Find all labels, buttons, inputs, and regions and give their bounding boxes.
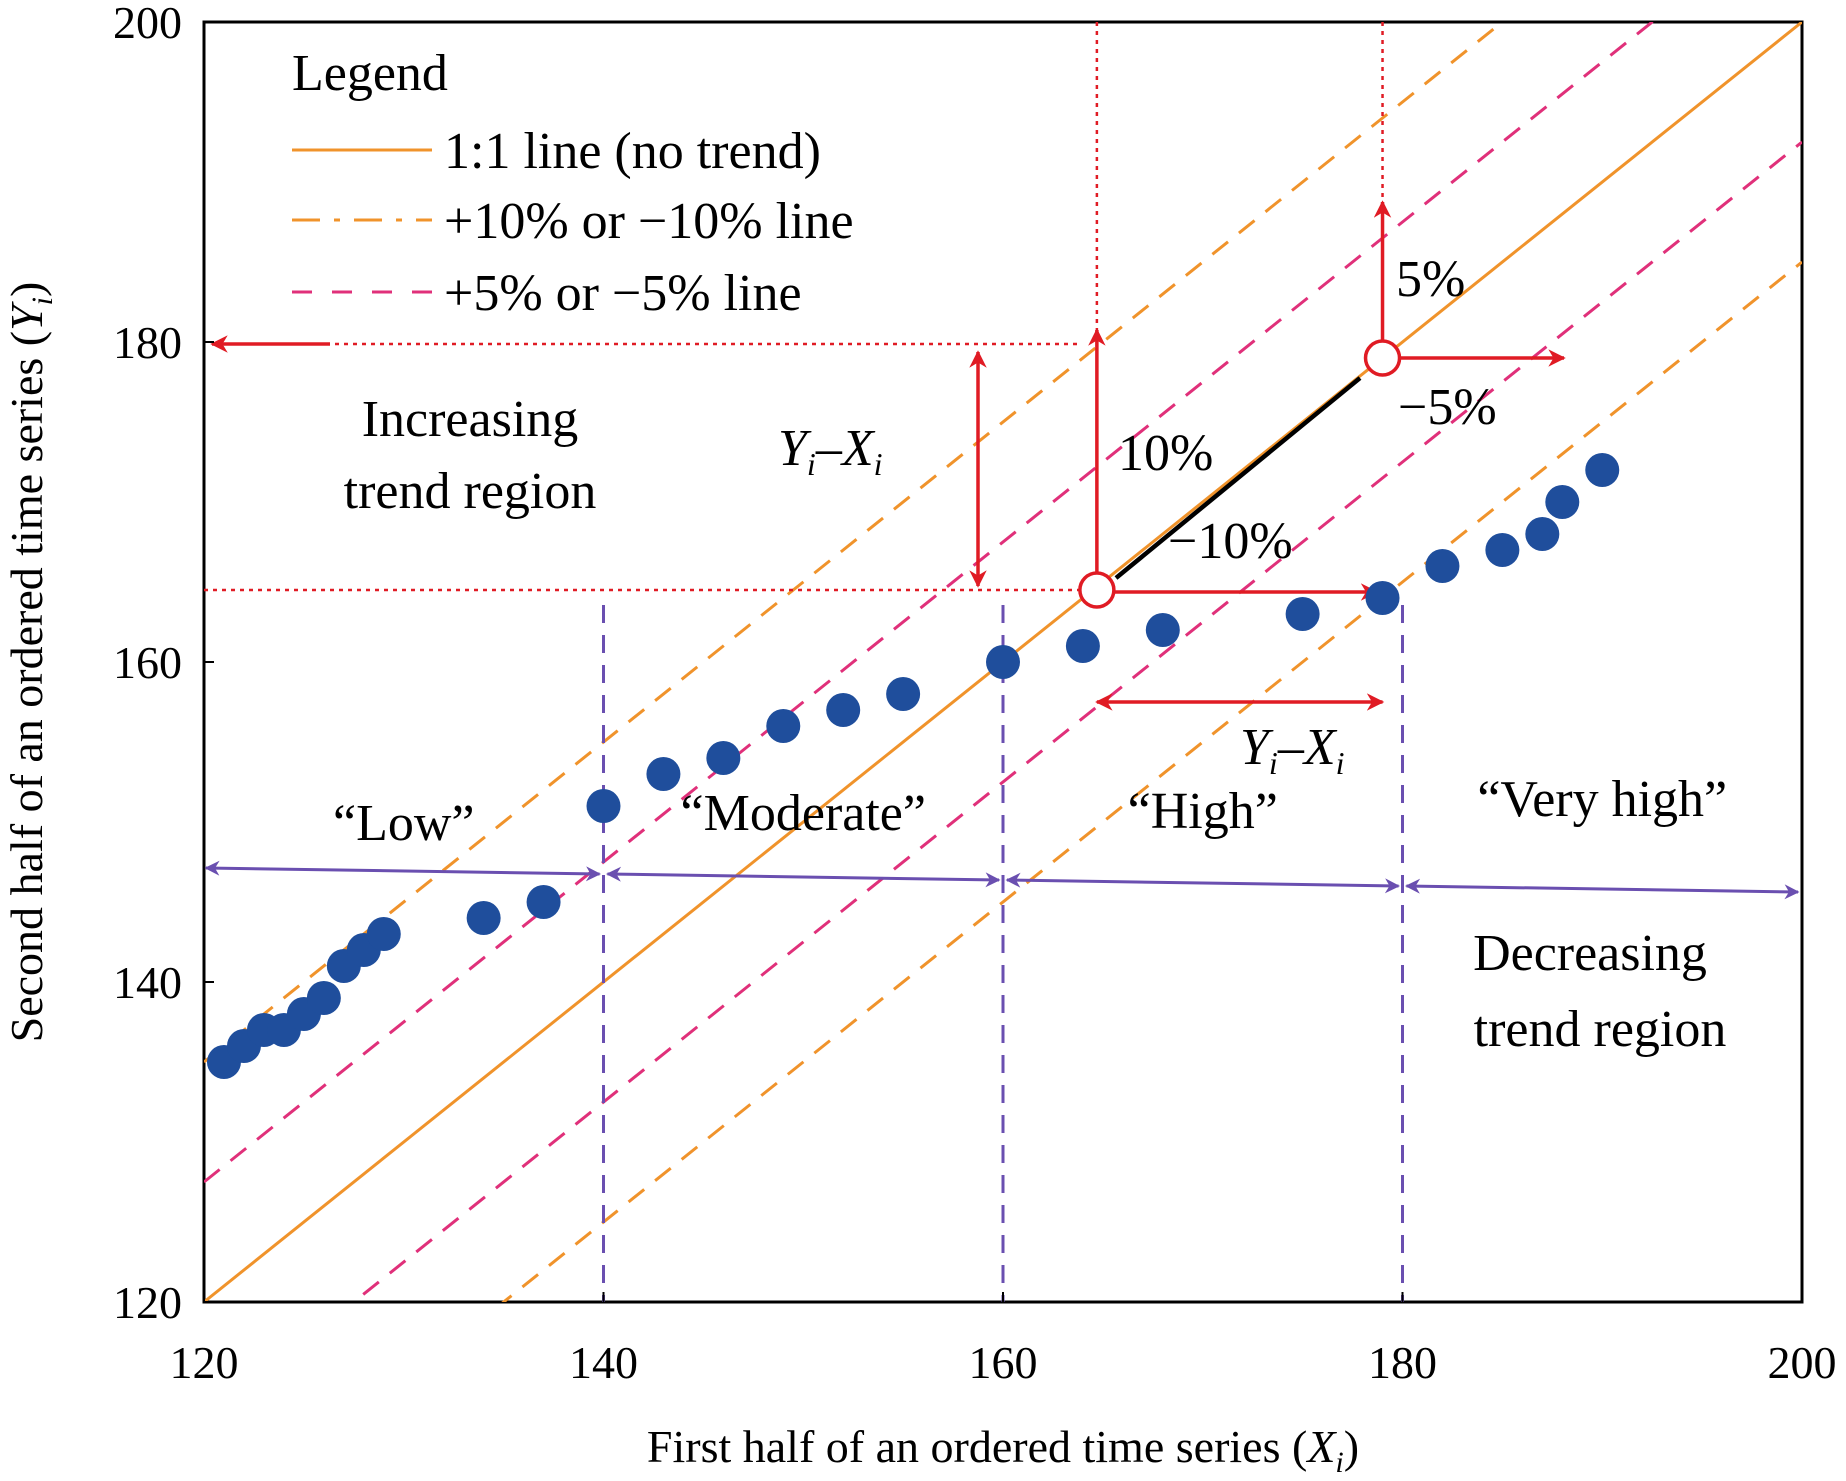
legend-title: Legend [292, 45, 448, 102]
ref-line-plus5pct [204, 22, 1655, 1184]
data-point [1585, 453, 1620, 487]
ref-line-plus10pct [204, 22, 1505, 1064]
data-point [1545, 485, 1580, 519]
category-label-1: “Moderate” [681, 785, 926, 842]
data-point [1285, 597, 1320, 631]
category-range-arrow-3 [1405, 878, 1800, 900]
ref-line-minus5pct [351, 140, 1802, 1302]
x-tick-180: 180 [1368, 1337, 1437, 1388]
data-point [826, 693, 861, 727]
category-label-2: “High” [1128, 783, 1278, 840]
data-point [306, 981, 341, 1015]
x-tick-160: 160 [969, 1337, 1038, 1388]
data-point [1365, 581, 1400, 615]
category-range-arrow-0 [204, 860, 601, 882]
legend-label-10pct: +10% or −10% line [444, 193, 854, 250]
decreasing-region-line2: trend region [1474, 1001, 1727, 1058]
data-point [1145, 613, 1180, 647]
data-point [986, 645, 1020, 679]
slope-segment [1114, 376, 1362, 580]
x-tick-200: 200 [1768, 1337, 1837, 1388]
increasing-region-line1: Increasing [362, 391, 579, 448]
x-tick-labels: 120 140 160 180 200 [170, 1292, 1837, 1388]
category-boundaries [204, 605, 1800, 1302]
category-label-3: “Very high” [1477, 771, 1727, 828]
data-point [1485, 533, 1520, 567]
ref-line-minus10pct [501, 260, 1802, 1302]
highlight-point-0 [1078, 571, 1116, 609]
data-points [206, 453, 1620, 1079]
decreasing-region-line1: Decreasing [1473, 925, 1707, 982]
data-point [766, 709, 801, 743]
data-point [466, 901, 501, 935]
data-point [526, 885, 561, 919]
highlight-point-1 [1363, 339, 1402, 377]
y-tick-labels: 120 140 160 180 200 [113, 0, 214, 1328]
y-axis-label: Second half of an ordered time series (Y… [1, 282, 59, 1043]
legend-label-1to1: 1:1 line (no trend) [444, 123, 821, 180]
y-tick-200: 200 [113, 0, 182, 48]
y-tick-120: 120 [113, 1277, 182, 1328]
category-range-arrow-2 [1005, 872, 1400, 894]
highlight-points [1078, 339, 1402, 609]
diff-label-horizontal: Yi–Xi [1240, 719, 1344, 781]
diff-label-vertical: Yi–Xi [778, 420, 882, 482]
y-tick-140: 140 [113, 957, 182, 1008]
y-tick-160: 160 [113, 637, 182, 688]
category-label-0: “Low” [333, 795, 474, 852]
category-range-arrow-1 [606, 866, 1001, 888]
data-point [646, 757, 681, 791]
x-tick-140: 140 [569, 1337, 638, 1388]
category-labels: “Low” “Moderate” “High” “Very high” [333, 771, 1727, 852]
legend-label-5pct: +5% or −5% line [444, 265, 802, 322]
data-point [1065, 629, 1100, 663]
data-point [886, 677, 921, 711]
increasing-region-line2: trend region [344, 463, 597, 520]
pct-neg5-label: −5% [1398, 379, 1497, 436]
pct-10-label: 10% [1118, 425, 1213, 482]
data-point [366, 917, 401, 951]
data-point [586, 789, 621, 823]
data-point [1425, 549, 1460, 583]
x-tick-120: 120 [170, 1337, 239, 1388]
data-point [706, 741, 741, 775]
data-point [1525, 517, 1560, 551]
legend: Legend 1:1 line (no trend) +10% or −10% … [292, 45, 854, 322]
y-tick-180: 180 [113, 317, 182, 368]
x-axis-label: First half of an ordered time series (Xi… [647, 1421, 1359, 1479]
pct-5-label: 5% [1396, 251, 1465, 308]
pct-neg10-label: −10% [1168, 513, 1293, 570]
construction-guides [204, 22, 1566, 711]
